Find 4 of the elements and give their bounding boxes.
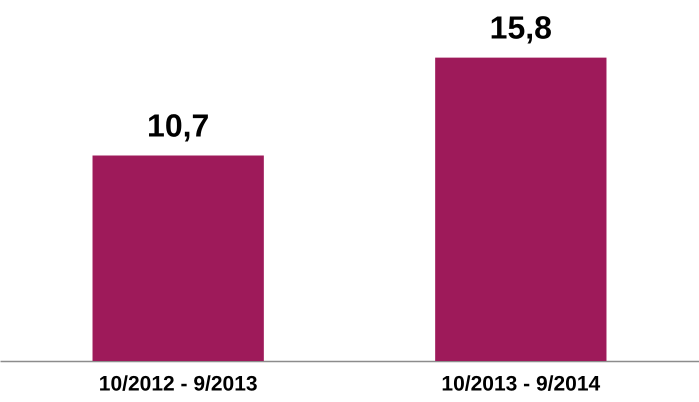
x-tick-label: 10/2013 - 9/2014 — [441, 372, 601, 396]
data-label: 10,7 — [147, 108, 210, 144]
data-label: 15,8 — [490, 10, 552, 46]
x-tick-label: 10/2012 - 9/2013 — [98, 372, 258, 396]
